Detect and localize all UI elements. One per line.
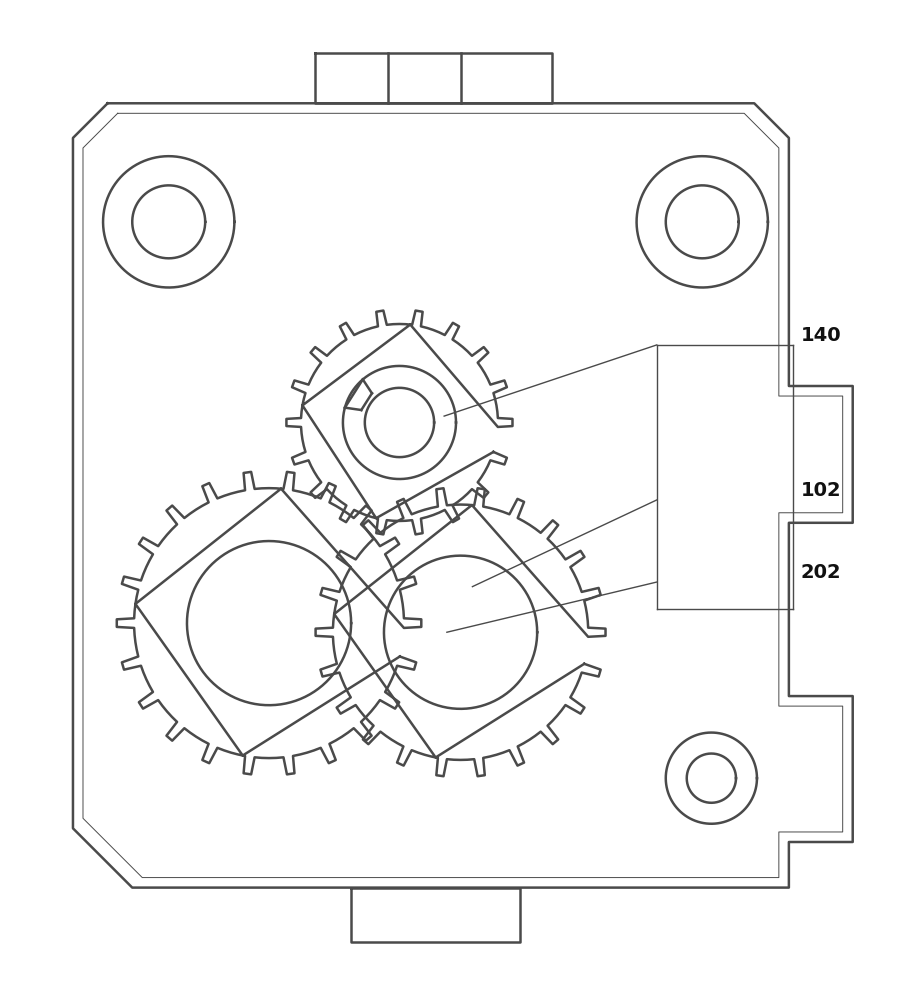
Text: 102: 102 [800,481,841,500]
Text: 140: 140 [800,326,841,345]
Text: 202: 202 [800,563,841,582]
